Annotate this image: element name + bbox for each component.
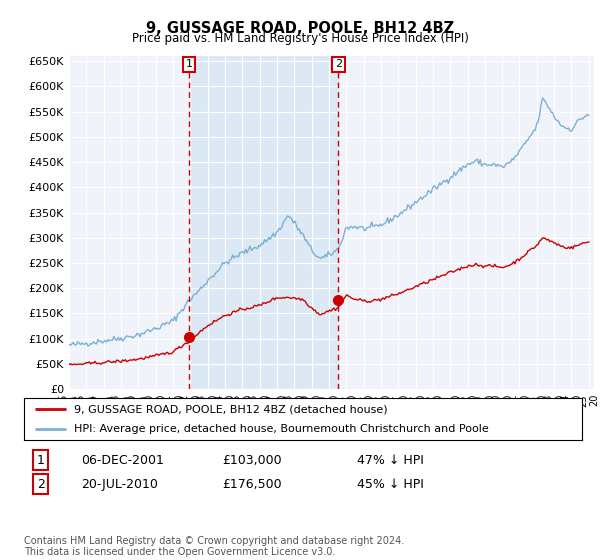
Text: 1: 1: [185, 59, 193, 69]
Text: 9, GUSSAGE ROAD, POOLE, BH12 4BZ: 9, GUSSAGE ROAD, POOLE, BH12 4BZ: [146, 21, 454, 36]
Text: 06-DEC-2001: 06-DEC-2001: [81, 454, 164, 467]
Text: £103,000: £103,000: [222, 454, 281, 467]
Text: 2: 2: [37, 478, 45, 491]
Text: 45% ↓ HPI: 45% ↓ HPI: [357, 478, 424, 491]
Text: 1: 1: [37, 454, 45, 467]
Text: HPI: Average price, detached house, Bournemouth Christchurch and Poole: HPI: Average price, detached house, Bour…: [74, 424, 489, 434]
Bar: [189, 56, 338, 389]
Text: 47% ↓ HPI: 47% ↓ HPI: [357, 454, 424, 467]
Text: Contains HM Land Registry data © Crown copyright and database right 2024.
This d: Contains HM Land Registry data © Crown c…: [24, 535, 404, 557]
Text: 2: 2: [335, 59, 342, 69]
Text: £176,500: £176,500: [222, 478, 281, 491]
Text: 20-JUL-2010: 20-JUL-2010: [81, 478, 158, 491]
Text: Price paid vs. HM Land Registry's House Price Index (HPI): Price paid vs. HM Land Registry's House …: [131, 32, 469, 45]
Text: 9, GUSSAGE ROAD, POOLE, BH12 4BZ (detached house): 9, GUSSAGE ROAD, POOLE, BH12 4BZ (detach…: [74, 404, 388, 414]
